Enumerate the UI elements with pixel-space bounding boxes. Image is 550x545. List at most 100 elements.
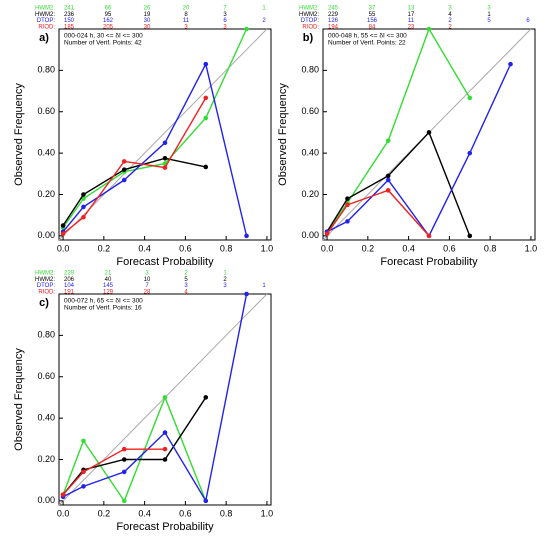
count-label: 150 xyxy=(64,18,75,24)
legend-label: HWM2: xyxy=(299,12,319,18)
y-tick-label: 0.20 xyxy=(37,189,55,199)
count-label: 84 xyxy=(369,24,376,30)
count-label: 23 xyxy=(408,24,415,30)
data-point xyxy=(60,231,66,237)
count-label: 10 xyxy=(144,277,151,283)
panel-label: b) xyxy=(303,32,314,44)
data-point xyxy=(345,196,350,201)
x-tick-label: 0.4 xyxy=(138,508,151,518)
count-label: 126 xyxy=(328,18,339,24)
x-tick-label: 1.0 xyxy=(525,243,538,253)
x-tick-label: 1.0 xyxy=(261,243,274,253)
x-tick-label: 0.4 xyxy=(402,243,415,253)
count-label: 205 xyxy=(103,24,114,30)
y-axis-label: Observed Frequency xyxy=(13,83,25,186)
data-point xyxy=(81,484,86,489)
y-tick-label: 0.20 xyxy=(301,189,319,199)
count-label: 5 xyxy=(487,18,491,24)
legend-label: RIOD: xyxy=(38,24,55,30)
data-point xyxy=(81,469,86,475)
data-point xyxy=(162,155,168,161)
diagonal-reference xyxy=(58,28,268,241)
count-label: 37 xyxy=(369,6,376,12)
x-axis-label: Forecast Probability xyxy=(116,256,214,268)
count-label: 21 xyxy=(105,271,112,277)
series-line xyxy=(62,62,248,237)
data-point xyxy=(203,95,209,101)
count-label: 30 xyxy=(144,24,151,30)
count-label: 229 xyxy=(328,12,339,18)
count-label: 3 xyxy=(223,12,227,18)
data-point xyxy=(162,140,168,146)
series-line xyxy=(326,63,512,238)
data-point xyxy=(60,223,66,228)
count-label: 26 xyxy=(144,6,151,12)
x-tick-label: 0.8 xyxy=(220,243,233,253)
count-label: 3 xyxy=(223,24,227,30)
count-label: 145 xyxy=(103,283,114,289)
panel-title: 000-048 h, 55 <= δI <= 300 xyxy=(328,33,407,40)
panel-subtitle: Number of Verif. Points: 16 xyxy=(64,305,142,312)
count-label: 194 xyxy=(328,24,339,30)
plot-frame xyxy=(58,28,272,241)
y-tick-label: 0.00 xyxy=(37,495,55,505)
series-line xyxy=(62,448,165,496)
y-tick-label: 0.00 xyxy=(301,230,319,240)
legend-label: RIOD: xyxy=(38,289,55,295)
count-label: 2 xyxy=(448,18,452,24)
y-tick-label: 0.00 xyxy=(37,230,55,240)
data-point xyxy=(426,26,432,32)
x-tick-label: 0.0 xyxy=(57,243,70,253)
legend-label: HWM2: xyxy=(35,271,55,277)
x-tick-label: 0.0 xyxy=(321,243,334,253)
data-point xyxy=(324,231,330,237)
data-point xyxy=(345,219,350,224)
panel-subtitle: Number of Verif. Points: 22 xyxy=(328,40,406,47)
data-point xyxy=(121,167,127,172)
y-tick-label: 0.80 xyxy=(37,65,55,75)
panel-label: a) xyxy=(39,32,49,44)
data-point xyxy=(121,446,127,452)
count-label: 3 xyxy=(487,6,491,12)
y-tick-label: 0.60 xyxy=(37,371,55,381)
x-tick-label: 0.6 xyxy=(179,508,192,518)
count-label: 3 xyxy=(184,283,188,289)
series-line xyxy=(62,28,248,228)
data-point xyxy=(121,469,127,475)
y-tick-label: 0.80 xyxy=(37,330,55,340)
y-tick-label: 0.20 xyxy=(37,454,55,464)
data-point xyxy=(467,95,473,101)
count-label: 241 xyxy=(64,6,75,12)
data-point xyxy=(162,457,168,462)
panel-label: c) xyxy=(39,297,49,309)
count-label: 7 xyxy=(223,6,227,12)
data-point xyxy=(426,233,432,239)
count-label: 17 xyxy=(408,12,415,18)
data-point xyxy=(467,150,473,156)
count-label: 6 xyxy=(526,18,530,24)
count-label: 1 xyxy=(487,12,491,18)
data-point xyxy=(426,130,432,135)
y-tick-label: 0.60 xyxy=(37,106,55,116)
y-tick-label: 0.80 xyxy=(301,65,319,75)
panel-subtitle: Number of Verif. Points: 42 xyxy=(64,40,142,47)
count-label: 3 xyxy=(448,6,452,12)
data-point xyxy=(81,204,86,210)
series-line xyxy=(62,97,207,235)
x-tick-label: 1.0 xyxy=(261,508,274,518)
x-tick-label: 0.4 xyxy=(138,243,151,253)
data-point xyxy=(244,26,249,32)
y-axis-label: Observed Frequency xyxy=(277,83,289,186)
data-point xyxy=(121,177,127,183)
x-tick-label: 0.2 xyxy=(98,508,111,518)
count-label: 156 xyxy=(367,18,378,24)
series-line xyxy=(326,189,430,237)
y-tick-label: 0.60 xyxy=(301,106,319,116)
data-point xyxy=(81,214,86,220)
data-point xyxy=(203,395,209,400)
y-tick-label: 0.40 xyxy=(37,412,55,422)
count-label: 2 xyxy=(262,18,266,24)
count-label: 104 xyxy=(64,283,75,289)
count-label: 1 xyxy=(262,283,266,289)
data-point xyxy=(81,192,86,197)
